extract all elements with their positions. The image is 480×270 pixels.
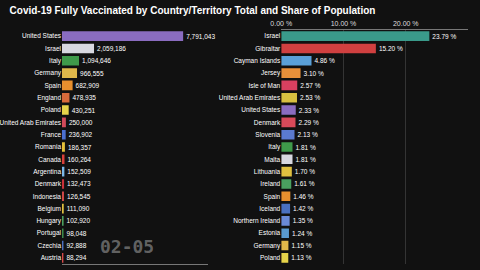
svg-text:682,909: 682,909 — [76, 82, 100, 89]
svg-text:Belgium: Belgium — [38, 205, 61, 213]
svg-text:10.00 %: 10.00 % — [331, 20, 357, 27]
svg-text:2,059,186: 2,059,186 — [97, 45, 126, 52]
svg-text:1.70 %: 1.70 % — [295, 168, 315, 175]
svg-text:Gibraltar: Gibraltar — [255, 45, 281, 52]
svg-text:Romania: Romania — [35, 143, 61, 150]
svg-text:02-05: 02-05 — [100, 236, 154, 257]
svg-text:111,090: 111,090 — [67, 205, 90, 212]
svg-text:88,294: 88,294 — [66, 254, 86, 261]
svg-text:1.42 %: 1.42 % — [293, 205, 313, 212]
svg-text:United Arab Emirates: United Arab Emirates — [0, 119, 62, 126]
svg-text:152,509: 152,509 — [67, 168, 91, 175]
svg-text:126,545: 126,545 — [67, 193, 91, 200]
svg-text:United States: United States — [241, 106, 281, 113]
svg-text:160,264: 160,264 — [67, 156, 91, 163]
svg-text:3.10 %: 3.10 % — [304, 70, 324, 77]
svg-text:1.81 %: 1.81 % — [296, 156, 316, 163]
svg-text:2.29 %: 2.29 % — [299, 119, 319, 126]
svg-text:2.33 %: 2.33 % — [299, 107, 319, 114]
svg-text:Hungary: Hungary — [36, 217, 61, 225]
svg-text:Spain: Spain — [44, 82, 61, 90]
svg-text:Poland: Poland — [260, 254, 281, 261]
svg-text:1.35 %: 1.35 % — [293, 217, 313, 224]
svg-text:England: England — [37, 94, 61, 102]
svg-text:Iceland: Iceland — [259, 205, 280, 212]
svg-text:92,888: 92,888 — [66, 242, 86, 249]
svg-text:23.79 %: 23.79 % — [432, 33, 456, 40]
svg-text:1.61 %: 1.61 % — [294, 180, 314, 187]
svg-text:Portugal: Portugal — [37, 229, 62, 237]
svg-text:Slovenia: Slovenia — [255, 131, 280, 138]
svg-text:Germany: Germany — [34, 69, 61, 77]
svg-text:1.24 %: 1.24 % — [292, 230, 312, 237]
svg-text:Lithuania: Lithuania — [254, 168, 281, 175]
svg-text:Northern Ireland: Northern Ireland — [233, 217, 280, 224]
svg-text:Ireland: Ireland — [260, 180, 280, 187]
svg-text:186,357: 186,357 — [68, 144, 92, 151]
svg-text:1.13 %: 1.13 % — [291, 254, 311, 261]
svg-text:Czechia: Czechia — [38, 242, 62, 249]
svg-text:Jersey: Jersey — [261, 69, 281, 77]
svg-text:1.46 %: 1.46 % — [293, 193, 313, 200]
svg-text:Italy: Italy — [49, 57, 62, 65]
svg-text:1.15 %: 1.15 % — [291, 242, 311, 249]
svg-text:430,251: 430,251 — [72, 107, 96, 114]
svg-text:Denmark: Denmark — [35, 180, 62, 187]
svg-text:2.57 %: 2.57 % — [300, 82, 320, 89]
svg-text:1.81 %: 1.81 % — [296, 144, 316, 151]
svg-text:102,920: 102,920 — [67, 217, 91, 224]
svg-text:20.00 %: 20.00 % — [393, 20, 419, 27]
svg-text:4.86 %: 4.86 % — [315, 57, 335, 64]
svg-text:1,094,646: 1,094,646 — [82, 57, 111, 64]
svg-text:250,000: 250,000 — [69, 119, 93, 126]
svg-text:United Arab Emirates: United Arab Emirates — [219, 94, 281, 101]
svg-text:Austria: Austria — [41, 254, 62, 261]
svg-text:Israel: Israel — [264, 32, 280, 39]
svg-text:Cayman Islands: Cayman Islands — [234, 57, 281, 65]
svg-text:Indonesia: Indonesia — [33, 193, 62, 200]
svg-text:United States: United States — [22, 32, 62, 39]
svg-text:Spain: Spain — [264, 193, 281, 201]
svg-text:Argentina: Argentina — [33, 168, 61, 176]
svg-text:Israel: Israel — [45, 45, 61, 52]
svg-text:Italy: Italy — [268, 143, 281, 151]
svg-text:Estonia: Estonia — [259, 229, 281, 236]
svg-text:Isle of Man: Isle of Man — [248, 82, 280, 89]
svg-text:2.13 %: 2.13 % — [298, 131, 318, 138]
svg-text:2.53 %: 2.53 % — [300, 94, 320, 101]
svg-text:7,791,043: 7,791,043 — [186, 33, 215, 40]
svg-text:France: France — [41, 131, 62, 138]
svg-text:478,935: 478,935 — [72, 94, 96, 101]
svg-text:Poland: Poland — [41, 106, 62, 113]
svg-text:0.00 %: 0.00 % — [270, 20, 292, 27]
svg-text:15.20 %: 15.20 % — [379, 45, 403, 52]
svg-text:132,473: 132,473 — [67, 180, 91, 187]
svg-text:Denmark: Denmark — [254, 119, 281, 126]
svg-text:Malta: Malta — [264, 156, 280, 163]
svg-text:Germany: Germany — [254, 242, 281, 250]
svg-text:Canada: Canada — [38, 156, 61, 163]
svg-text:236,902: 236,902 — [69, 131, 93, 138]
svg-text:966,555: 966,555 — [80, 70, 104, 77]
svg-text:98,048: 98,048 — [67, 230, 87, 237]
svg-text:Covid-19 Fully Vaccinated by C: Covid-19 Fully Vaccinated by Country/Ter… — [10, 5, 376, 16]
